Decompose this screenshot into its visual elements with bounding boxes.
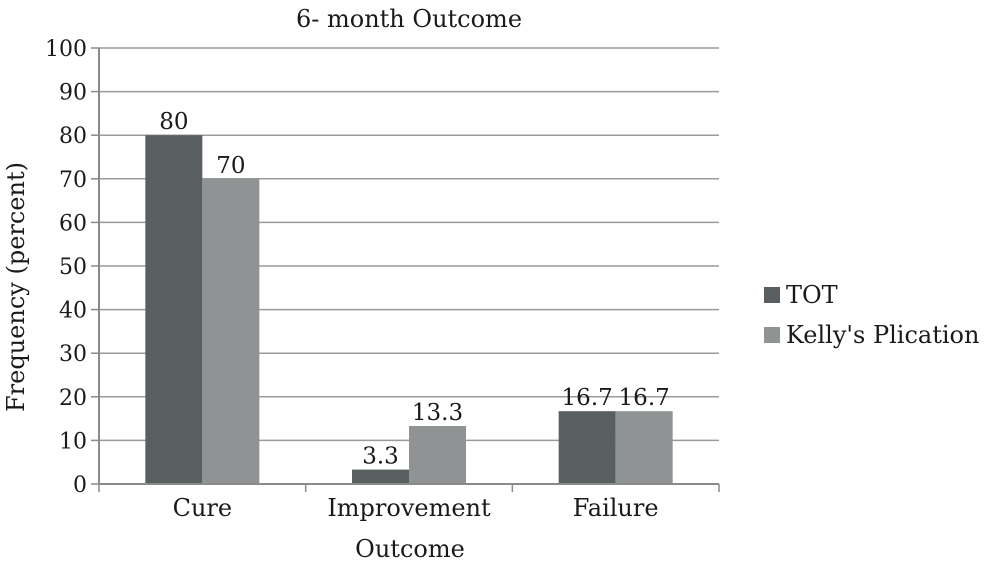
data-labels: 80 3.3 16.7 70 13.3 16.7 [159, 109, 670, 469]
bar-kellys-plication-improvement [409, 426, 466, 484]
bar-kellys-plication-failure [615, 411, 673, 484]
x-axis-ticks: Cure Improvement Failure [98, 484, 720, 522]
y-tick-label: 90 [59, 81, 87, 106]
bar-tot-improvement [352, 469, 409, 484]
bar-kellys-plication-cure [202, 178, 260, 485]
chart-title: 6- month Outcome [296, 5, 522, 33]
y-axis-label: Frequency (percent) [2, 162, 30, 412]
y-tick-label: 20 [59, 386, 87, 411]
data-label: 13.3 [412, 400, 463, 426]
x-tick-label: Improvement [327, 494, 491, 522]
y-tick-label: 80 [59, 124, 87, 149]
y-tick-label: 50 [59, 255, 87, 280]
axes [98, 48, 719, 485]
x-tick-label: Cure [173, 494, 233, 522]
legend-label: Kelly's Plication [786, 321, 979, 349]
data-label: 3.3 [362, 444, 399, 470]
bar-tot-failure [558, 411, 616, 484]
legend: TOT Kelly's Plication [764, 281, 979, 349]
data-label: 70 [216, 153, 245, 179]
y-axis-ticks: 0 10 20 30 40 50 60 70 80 90 100 [45, 37, 99, 498]
bar-tot-cure [145, 135, 203, 484]
x-tick-label: Failure [573, 494, 659, 522]
y-tick-label: 70 [59, 168, 87, 193]
legend-label: TOT [786, 281, 838, 309]
y-tick-label: 0 [73, 473, 87, 498]
y-tick-label: 60 [59, 211, 87, 236]
y-tick-label: 10 [59, 429, 87, 454]
y-tick-label: 40 [59, 299, 87, 324]
data-label: 16.7 [562, 385, 613, 411]
legend-swatch [764, 287, 780, 303]
legend-swatch [764, 327, 780, 343]
data-label: 16.7 [619, 385, 670, 411]
x-axis-label: Outcome [355, 535, 465, 563]
bars [145, 135, 673, 485]
y-tick-label: 100 [45, 37, 87, 62]
data-label: 80 [159, 109, 188, 135]
y-tick-label: 30 [59, 342, 87, 367]
